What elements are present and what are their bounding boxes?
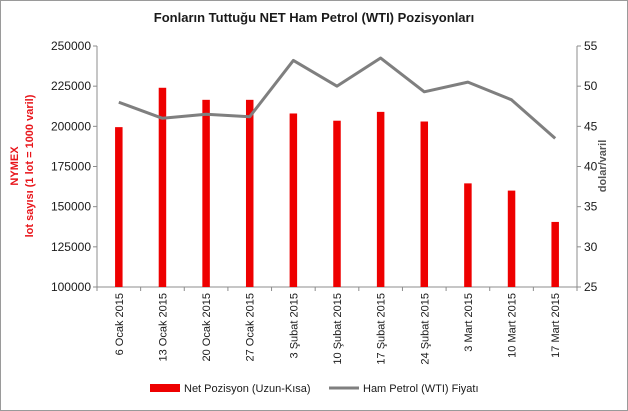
bar bbox=[420, 121, 429, 287]
legend: Net Pozisyon (Uzun-Kısa) Ham Petrol (WTI… bbox=[150, 383, 479, 395]
price-line bbox=[118, 56, 557, 140]
x-tick-label: 27 Ocak 2015 bbox=[245, 293, 257, 362]
x-tick-label: 6 Ocak 2015 bbox=[114, 293, 126, 355]
x-tick-label: 20 Ocak 2015 bbox=[201, 293, 213, 362]
bar bbox=[202, 99, 210, 287]
right-tick-label: 50 bbox=[584, 79, 598, 93]
left-axis-label-line1: NYMEX bbox=[9, 146, 21, 186]
left-tick-label: 225000 bbox=[51, 79, 91, 93]
x-tick-label: 24 Şubat 2015 bbox=[419, 293, 431, 365]
bar bbox=[158, 87, 167, 287]
legend-bar-label: Net Pozisyon (Uzun-Kısa) bbox=[184, 383, 311, 395]
left-tick-label: 250000 bbox=[51, 39, 91, 53]
bar bbox=[245, 99, 254, 287]
right-tick-label: 25 bbox=[584, 280, 598, 294]
x-axis-ticks: 6 Ocak 2015 13 Ocak 2015 20 Ocak 2015 27 Oc… bbox=[96, 287, 578, 365]
x-tick-label: 3 Mart 2015 bbox=[463, 293, 475, 352]
x-tick-label: 10 Mart 2015 bbox=[507, 293, 519, 358]
left-axis-label-line2: lot sayısı (1 lot = 1000 varil) bbox=[24, 94, 36, 237]
bar bbox=[289, 113, 298, 287]
chart-title: Fonların Tuttuğu NET Ham Petrol (WTI) Po… bbox=[154, 10, 474, 25]
right-tick-label: 55 bbox=[584, 39, 598, 53]
left-axis-ticks: 250000 225000 200000 175000 150000 125000 1000… bbox=[51, 39, 97, 294]
bar bbox=[464, 183, 472, 287]
x-tick-label: 17 Mart 2015 bbox=[550, 293, 562, 358]
left-tick-label: 100000 bbox=[51, 280, 91, 294]
x-tick-label: 10 Şubat 2015 bbox=[332, 293, 344, 365]
left-tick-label: 200000 bbox=[51, 119, 91, 133]
left-tick-label: 150000 bbox=[51, 200, 91, 214]
bar-series bbox=[115, 87, 559, 288]
right-axis-ticks: 55 50 45 40 35 30 25 bbox=[577, 39, 598, 294]
left-tick-label: 175000 bbox=[51, 160, 91, 174]
legend-bar-swatch bbox=[150, 384, 180, 392]
x-tick-label: 3 Şubat 2015 bbox=[288, 293, 300, 358]
bar bbox=[551, 221, 559, 287]
x-tick-label: 13 Ocak 2015 bbox=[157, 293, 169, 362]
right-tick-label: 45 bbox=[584, 119, 598, 133]
right-tick-label: 40 bbox=[584, 160, 598, 174]
bar bbox=[333, 120, 341, 288]
right-tick-label: 30 bbox=[584, 240, 598, 254]
bar bbox=[376, 111, 385, 287]
bar bbox=[507, 190, 516, 287]
right-axis-label: dolar/varil bbox=[597, 140, 609, 193]
legend-line-label: Ham Petrol (WTI) Fiyatı bbox=[363, 383, 479, 395]
right-tick-label: 35 bbox=[584, 200, 598, 214]
bar bbox=[115, 127, 123, 288]
left-tick-label: 125000 bbox=[51, 240, 91, 254]
x-tick-label: 17 Şubat 2015 bbox=[376, 293, 388, 365]
